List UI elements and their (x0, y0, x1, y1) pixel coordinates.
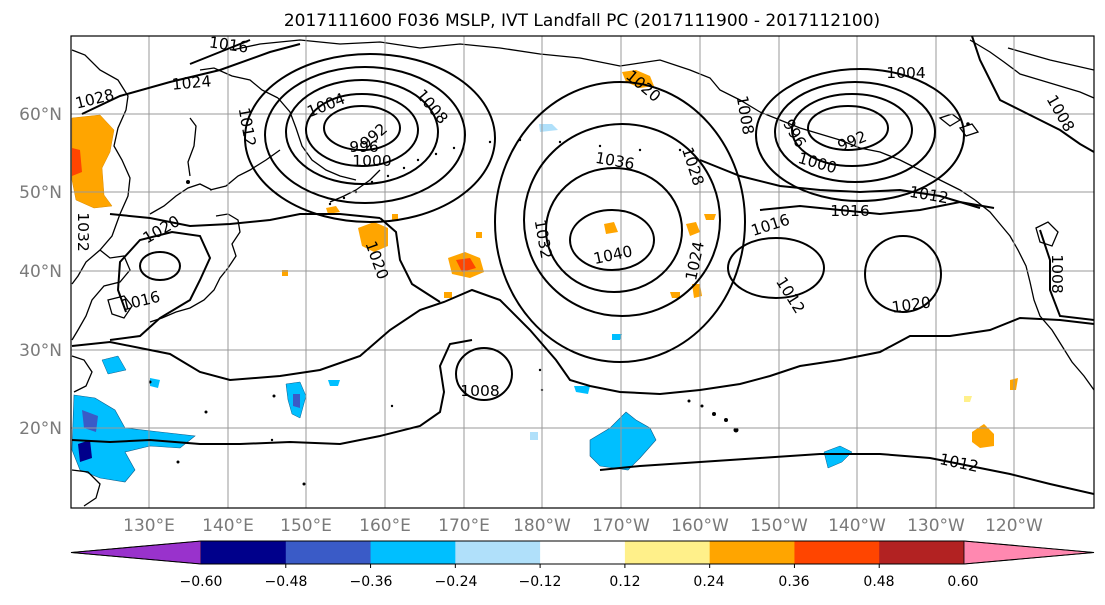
longitude-labels: 130°E 140°E 150°E 160°E 170°E 180°W 170°… (123, 516, 1043, 536)
lon-label: 170°E (438, 516, 490, 536)
colorbar-tick-label: −0.12 (519, 574, 562, 590)
colorbar-tick-label: 0.24 (693, 574, 724, 590)
map-area (71, 36, 1094, 508)
colorbar-segment (624, 541, 711, 564)
lon-label: 130°W (907, 516, 965, 536)
colorbar-tick-label: 0.36 (778, 574, 809, 590)
colorbar-extend-low (70, 540, 202, 565)
colorbar-segment (794, 541, 880, 564)
colorbar-tick-label: 0.60 (947, 574, 978, 590)
lon-label: 140°E (202, 516, 254, 536)
colorbar-segment (879, 541, 965, 564)
lon-label: 160°E (359, 516, 411, 536)
isobar-label: 1024 (171, 72, 212, 93)
colorbar-tick-label: 0.12 (609, 574, 640, 590)
mslp-isobars (71, 36, 1094, 495)
colorbar-tick-label: −0.36 (350, 574, 393, 590)
colorbar-tick-label: −0.60 (180, 574, 223, 590)
lon-label: 130°E (123, 516, 175, 536)
lon-label: 170°W (592, 516, 650, 536)
lon-label: 140°W (828, 516, 886, 536)
colorbar-segment (285, 541, 372, 564)
islands (148, 122, 970, 486)
isobar-label: 1020 (891, 293, 933, 316)
lat-label: 30°N (19, 341, 62, 361)
ivt-negative-shading (71, 124, 853, 483)
colorbar-extend-high (963, 540, 1095, 565)
colorbar-segment (709, 541, 795, 564)
colorbar (70, 540, 1095, 568)
lat-label: 60°N (19, 105, 62, 125)
lat-label: 20°N (19, 419, 62, 439)
colorbar-outline (70, 540, 1095, 565)
colorbar-segment (540, 541, 626, 564)
map-title: 2017111600 F036 MSLP, IVT Landfall PC (2… (284, 11, 880, 31)
colorbar-segment (370, 541, 456, 564)
lon-label: 160°W (671, 516, 729, 536)
colorbar-tick-label: −0.48 (265, 574, 308, 590)
ivt-positive-shading (71, 70, 1018, 448)
lon-label: 150°E (280, 516, 332, 536)
colorbar-ticks: −0.60 −0.48 −0.36 −0.24 −0.12 0.12 0.24 … (180, 574, 979, 590)
isobar-label: 1008 (460, 382, 499, 400)
colorbar-tick-label: −0.24 (435, 574, 478, 590)
lat-label: 50°N (19, 183, 62, 203)
colorbar-segment (201, 541, 287, 564)
lon-label: 150°W (750, 516, 808, 536)
isobar-label: 1000 (352, 152, 391, 170)
colorbar-tick-label: 0.48 (863, 574, 894, 590)
lon-label: 180°W (513, 516, 571, 536)
colorbar-segment (455, 541, 541, 564)
map-frame (70, 35, 1095, 509)
isobar-label: 1004 (886, 64, 925, 82)
isobar-label: 996 (349, 138, 379, 156)
isobar-label: 1032 (74, 212, 92, 251)
isobar-label: 1016 (830, 202, 869, 220)
latitude-labels: 60°N 50°N 40°N 30°N 20°N (19, 105, 62, 439)
isobar-label: 1016 (208, 33, 250, 56)
lon-label: 120°W (985, 516, 1043, 536)
isobar-label: 1008 (1048, 254, 1066, 293)
lat-label: 40°N (19, 262, 62, 282)
